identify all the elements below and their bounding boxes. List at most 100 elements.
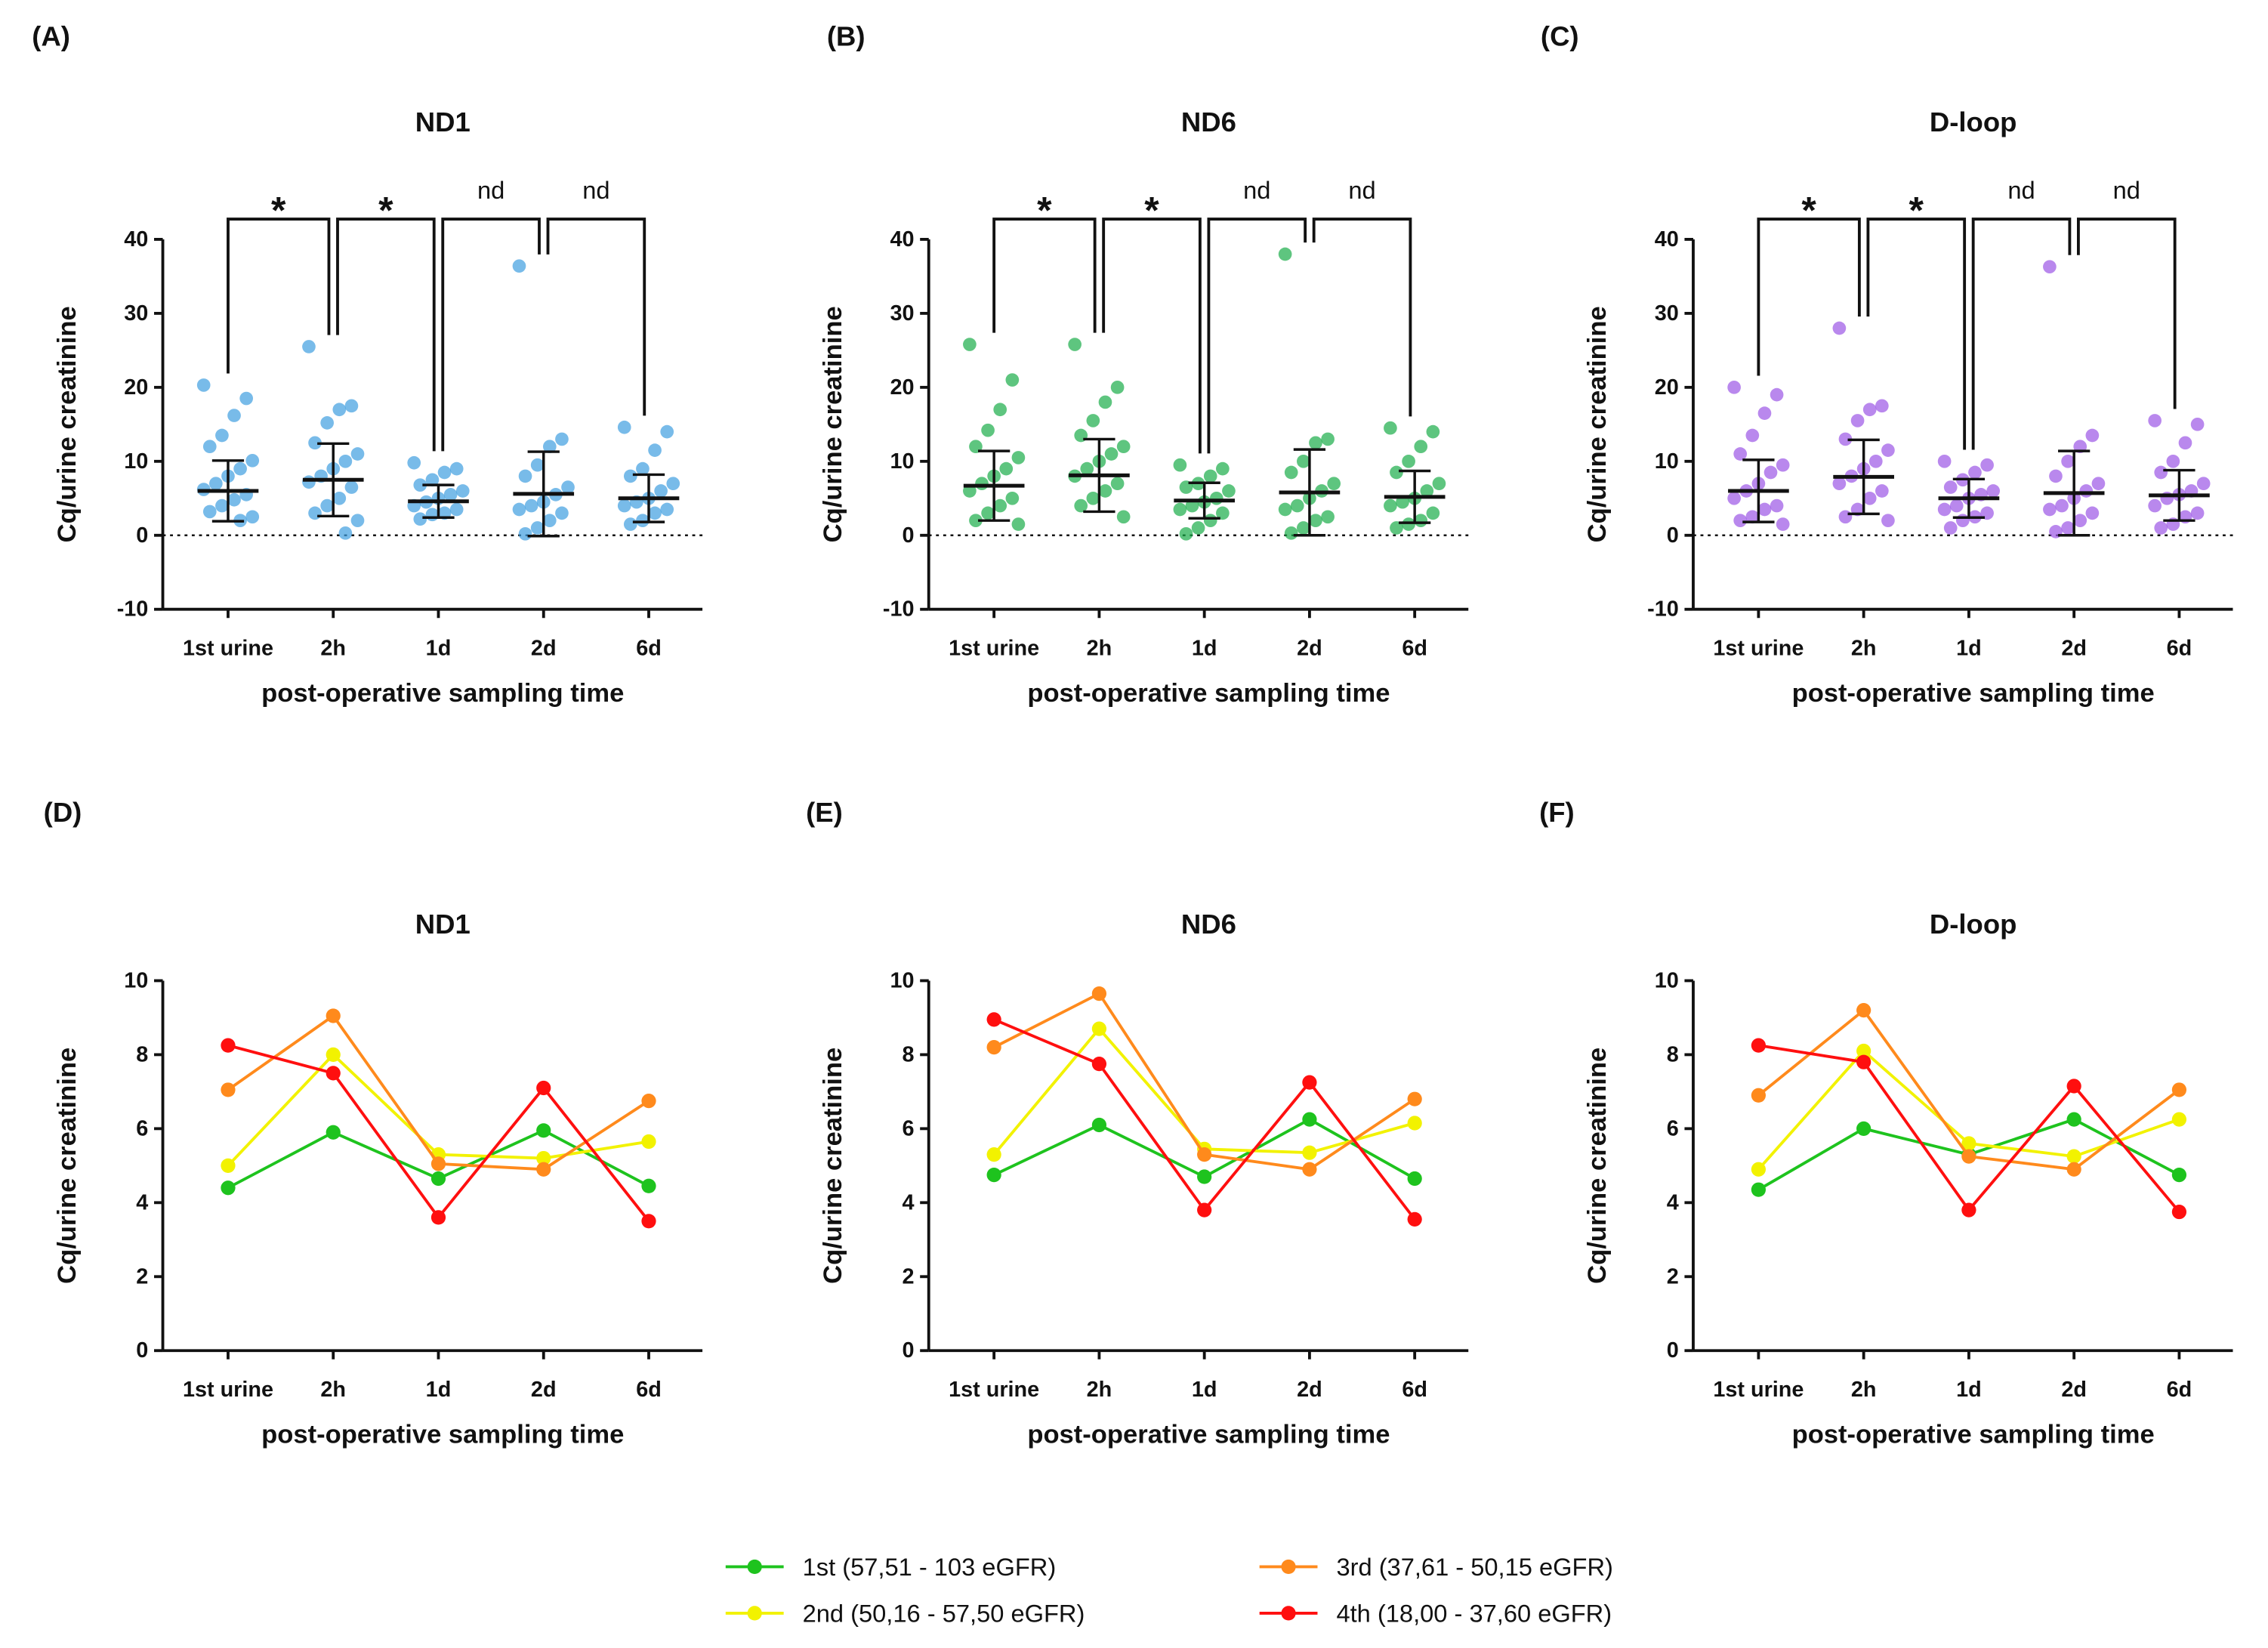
series-point bbox=[326, 1008, 341, 1023]
data-point bbox=[302, 475, 316, 489]
data-point bbox=[1005, 491, 1020, 505]
x-tick-label: 1d bbox=[1192, 1378, 1217, 1402]
series-point bbox=[1197, 1202, 1212, 1217]
legend-marker bbox=[1281, 1559, 1296, 1575]
series-point bbox=[1961, 1136, 1976, 1151]
x-tick-label: 1st urine bbox=[949, 1378, 1039, 1402]
data-point bbox=[320, 498, 335, 513]
y-tick-label: 6 bbox=[136, 1116, 148, 1140]
y-tick-label: 10 bbox=[124, 968, 148, 992]
y-axis-label: Cq/urine creatinine bbox=[53, 306, 82, 542]
data-point bbox=[413, 512, 427, 526]
data-point bbox=[245, 453, 260, 468]
significance-bracket bbox=[227, 218, 331, 374]
data-point bbox=[666, 477, 680, 491]
data-point bbox=[1179, 526, 1193, 541]
data-point bbox=[425, 473, 440, 487]
data-point bbox=[2049, 469, 2063, 483]
x-tick-label: 1d bbox=[1956, 637, 1982, 661]
data-point bbox=[1943, 480, 1958, 494]
data-point bbox=[2061, 521, 2075, 535]
x-tick-label: 2d bbox=[1297, 1378, 1322, 1402]
data-point bbox=[1390, 465, 1403, 480]
data-point bbox=[1943, 521, 1958, 535]
data-point bbox=[1309, 436, 1322, 450]
data-point bbox=[1875, 484, 1889, 498]
x-axis-label: post-operative sampling time bbox=[1027, 679, 1390, 708]
data-point bbox=[623, 517, 637, 531]
data-point bbox=[449, 502, 464, 517]
data-point bbox=[518, 469, 532, 483]
x-tick-label: 6d bbox=[1402, 637, 1427, 661]
data-point bbox=[2085, 506, 2100, 520]
data-point bbox=[1770, 387, 1784, 402]
data-point bbox=[196, 378, 211, 392]
panel-label: (D) bbox=[44, 797, 82, 828]
y-tick-label: 0 bbox=[136, 1338, 148, 1363]
panel-label: (E) bbox=[806, 797, 843, 828]
data-point bbox=[1727, 381, 1741, 394]
x-tick-label: 2h bbox=[1851, 1378, 1877, 1402]
data-point bbox=[308, 436, 322, 450]
series-point bbox=[641, 1214, 656, 1229]
significance-label: nd bbox=[582, 176, 609, 204]
y-tick-label: 2 bbox=[136, 1264, 148, 1288]
panel-label: (F) bbox=[1539, 797, 1575, 828]
series-point bbox=[1751, 1162, 1766, 1177]
data-point bbox=[437, 465, 452, 480]
x-tick-label: 6d bbox=[636, 1378, 662, 1402]
significance-bracket bbox=[2077, 218, 2177, 409]
data-point bbox=[1290, 498, 1304, 513]
data-point bbox=[1173, 502, 1187, 517]
significance-label: * bbox=[1144, 190, 1159, 232]
data-point bbox=[1321, 432, 1335, 446]
series-point bbox=[1856, 1043, 1871, 1059]
data-point bbox=[1727, 491, 1741, 505]
data-point bbox=[202, 440, 217, 454]
data-point bbox=[1402, 454, 1415, 468]
data-point bbox=[227, 492, 241, 507]
x-tick-label: 1st urine bbox=[1713, 1378, 1804, 1402]
data-point bbox=[1278, 247, 1292, 261]
data-point bbox=[344, 399, 359, 413]
x-tick-label: 2d bbox=[531, 637, 557, 661]
data-point bbox=[530, 458, 545, 472]
data-point bbox=[524, 498, 538, 513]
series-point bbox=[221, 1158, 236, 1173]
legend-label: 3rd (37,61 - 50,15 eGFR) bbox=[1336, 1553, 1612, 1581]
y-tick-label: 4 bbox=[136, 1190, 148, 1214]
y-axis-label: Cq/urine creatinine bbox=[819, 306, 847, 542]
data-point bbox=[2190, 506, 2205, 520]
data-point bbox=[1284, 526, 1298, 540]
data-point bbox=[1763, 465, 1778, 480]
x-tick-label: 2h bbox=[1087, 1378, 1112, 1402]
significance-label: nd bbox=[2113, 176, 2140, 204]
series-point bbox=[1197, 1147, 1212, 1162]
data-point bbox=[1216, 506, 1230, 520]
data-point bbox=[425, 508, 440, 522]
y-tick-label: 4 bbox=[902, 1190, 914, 1214]
series-point bbox=[221, 1082, 236, 1097]
data-point bbox=[1862, 491, 1877, 505]
series-point bbox=[2171, 1112, 2187, 1127]
y-tick-label: 10 bbox=[890, 968, 914, 992]
data-point bbox=[2085, 428, 2100, 443]
chart-title: ND1 bbox=[415, 909, 471, 940]
data-point bbox=[1278, 502, 1292, 517]
y-tick-label: 10 bbox=[1655, 449, 1679, 474]
series-point bbox=[641, 1134, 656, 1150]
data-point bbox=[542, 514, 557, 528]
series-point bbox=[1091, 986, 1107, 1001]
significance-label: nd bbox=[1243, 176, 1270, 204]
data-point bbox=[350, 514, 365, 528]
series-point bbox=[1856, 1054, 1871, 1069]
y-tick-label: 0 bbox=[1667, 523, 1679, 548]
y-axis-label: Cq/urine creatinine bbox=[1583, 1048, 1612, 1284]
series-point bbox=[986, 1012, 1001, 1027]
series-point bbox=[1197, 1169, 1212, 1184]
significance-label: * bbox=[271, 190, 286, 232]
data-point bbox=[617, 420, 631, 434]
data-point bbox=[975, 477, 989, 491]
